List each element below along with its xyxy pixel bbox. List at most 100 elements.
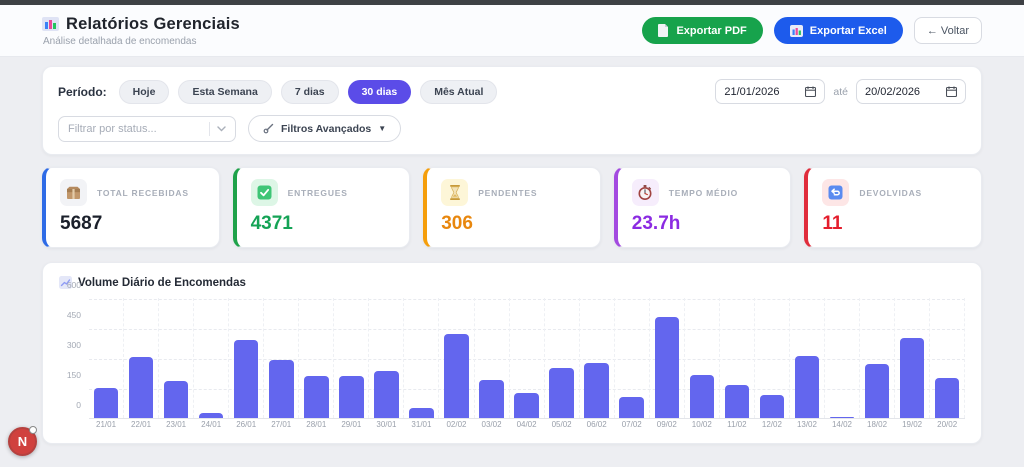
bar[interactable] bbox=[269, 360, 294, 418]
x-tick-label: 18/02 bbox=[867, 420, 888, 429]
x-tick-label: 23/01 bbox=[166, 420, 187, 429]
package-icon bbox=[60, 179, 87, 206]
date-range-separator: até bbox=[833, 85, 848, 98]
bar[interactable] bbox=[724, 385, 750, 418]
bar[interactable] bbox=[514, 393, 539, 418]
calendar-icon bbox=[805, 86, 817, 97]
bar[interactable] bbox=[689, 375, 715, 418]
x-tick-label: 07/02 bbox=[621, 420, 642, 429]
bar[interactable] bbox=[829, 416, 855, 418]
date-to-value: 20/02/2026 bbox=[865, 85, 921, 98]
status-filter-select[interactable]: Filtrar por status... bbox=[58, 115, 236, 142]
gridline bbox=[89, 299, 965, 300]
bar[interactable] bbox=[444, 334, 469, 418]
x-tick-label: 02/02 bbox=[446, 420, 467, 429]
chart-column: 24/01 bbox=[194, 298, 230, 429]
stat-label: DEVOLVIDAS bbox=[859, 187, 923, 198]
bar[interactable] bbox=[128, 357, 154, 418]
floating-n-badge-letter: N bbox=[17, 434, 28, 449]
stat-label: PENDENTES bbox=[478, 187, 538, 198]
stat-value: 5687 bbox=[60, 213, 103, 234]
page-subtitle: Análise detalhada de encomendas bbox=[43, 35, 197, 47]
bar[interactable] bbox=[374, 371, 399, 418]
bar[interactable] bbox=[934, 378, 960, 418]
check-icon bbox=[250, 179, 278, 206]
date-from-input[interactable]: 21/01/2026 bbox=[715, 79, 826, 104]
bar[interactable] bbox=[619, 397, 644, 418]
page-header: Relatórios Gerenciais Análise detalhada … bbox=[0, 5, 1024, 57]
chart-panel: Volume Diário de Encomendas 0 150 300 450 60… bbox=[42, 262, 982, 444]
bar[interactable] bbox=[233, 340, 259, 418]
x-tick-label: 05/02 bbox=[551, 420, 572, 429]
x-tick-label: 03/02 bbox=[481, 420, 502, 429]
back-button[interactable]: ← Voltar bbox=[913, 17, 982, 44]
bar[interactable] bbox=[759, 395, 785, 418]
x-tick-label: 28/01 bbox=[306, 420, 327, 429]
badge-status-dot bbox=[29, 426, 37, 434]
chart-column: 05/02 bbox=[545, 298, 580, 429]
chart-column: 28/01 bbox=[299, 298, 335, 429]
bar-chart: 0 150 300 450 600 21/01 22/01 23/01 24/01 26/01 2… bbox=[59, 280, 966, 433]
period-pill-mes-atual[interactable]: Mês Atual bbox=[420, 79, 498, 104]
bar[interactable] bbox=[339, 376, 364, 418]
period-pill-30-dias[interactable]: 30 dias bbox=[347, 79, 412, 104]
chart-plot-area: 21/01 22/01 23/01 24/01 26/01 27/01 28/01 29/01… bbox=[89, 298, 966, 433]
document-icon bbox=[658, 24, 669, 37]
x-tick-label: 12/02 bbox=[761, 420, 782, 429]
bar-chart-icon bbox=[789, 24, 803, 37]
bar[interactable] bbox=[549, 368, 574, 418]
gridline bbox=[89, 329, 965, 330]
bar[interactable] bbox=[584, 363, 609, 418]
x-tick-label: 06/02 bbox=[586, 420, 607, 429]
chevron-down-icon bbox=[217, 125, 226, 132]
floating-n-badge[interactable]: N bbox=[8, 426, 37, 456]
stat-card-devolvidas: DEVOLVIDAS 11 bbox=[804, 167, 982, 248]
period-pill-hoje[interactable]: Hoje bbox=[118, 79, 170, 104]
chart-column: 02/02 bbox=[439, 298, 475, 429]
bar[interactable] bbox=[304, 376, 329, 418]
bar[interactable] bbox=[479, 380, 504, 418]
chart-column: 22/01 bbox=[124, 298, 160, 429]
stopwatch-icon bbox=[631, 179, 659, 206]
y-tick-label: 450 bbox=[66, 310, 81, 320]
bar[interactable] bbox=[899, 338, 925, 418]
chart-column: 19/02 bbox=[895, 298, 931, 429]
chart-column: 12/02 bbox=[755, 298, 790, 429]
date-to-input[interactable]: 20/02/2026 bbox=[856, 79, 966, 104]
advanced-filters-button[interactable]: Filtros Avançados ▼ bbox=[248, 115, 402, 142]
bar[interactable] bbox=[409, 408, 434, 418]
filters-panel: Período: Hoje Esta Semana 7 dias 30 dias… bbox=[42, 66, 982, 155]
chart-column: 13/02 bbox=[790, 298, 825, 429]
bar[interactable] bbox=[864, 364, 890, 418]
y-tick-label: 300 bbox=[66, 340, 81, 350]
export-excel-button[interactable]: Exportar Excel bbox=[773, 17, 903, 44]
x-tick-label: 31/01 bbox=[411, 420, 432, 429]
stat-label: TOTAL RECEBIDAS bbox=[97, 187, 189, 198]
calendar-icon bbox=[946, 86, 957, 97]
bar[interactable] bbox=[163, 381, 189, 418]
x-tick-label: 22/01 bbox=[131, 420, 152, 429]
period-label: Período: bbox=[58, 84, 107, 99]
chart-title: Volume Diário de Encomendas bbox=[78, 276, 246, 289]
bar[interactable] bbox=[794, 356, 820, 418]
export-pdf-button[interactable]: Exportar PDF bbox=[642, 17, 763, 44]
period-pill-esta-semana[interactable]: Esta Semana bbox=[178, 79, 272, 104]
bar[interactable] bbox=[198, 413, 224, 418]
chart-column: 18/02 bbox=[860, 298, 896, 429]
bar[interactable] bbox=[93, 388, 119, 418]
stat-value: 11 bbox=[822, 213, 843, 234]
trending-up-icon bbox=[59, 276, 72, 289]
chart-column: 30/01 bbox=[369, 298, 405, 429]
chart-column: 06/02 bbox=[580, 298, 615, 429]
chart-column: 07/02 bbox=[615, 298, 650, 429]
select-divider bbox=[209, 121, 210, 136]
chart-column: 27/01 bbox=[264, 298, 300, 429]
stat-card-pendentes: PENDENTES 306 bbox=[423, 167, 601, 248]
x-tick-label: 30/01 bbox=[376, 420, 397, 429]
bar[interactable] bbox=[654, 317, 680, 418]
chart-column: 20/02 bbox=[930, 298, 966, 429]
chart-column: 11/02 bbox=[720, 298, 755, 429]
stat-value: 23.7h bbox=[631, 213, 681, 234]
period-pill-7-dias[interactable]: 7 dias bbox=[280, 79, 339, 104]
chart-column: 03/02 bbox=[475, 298, 510, 429]
